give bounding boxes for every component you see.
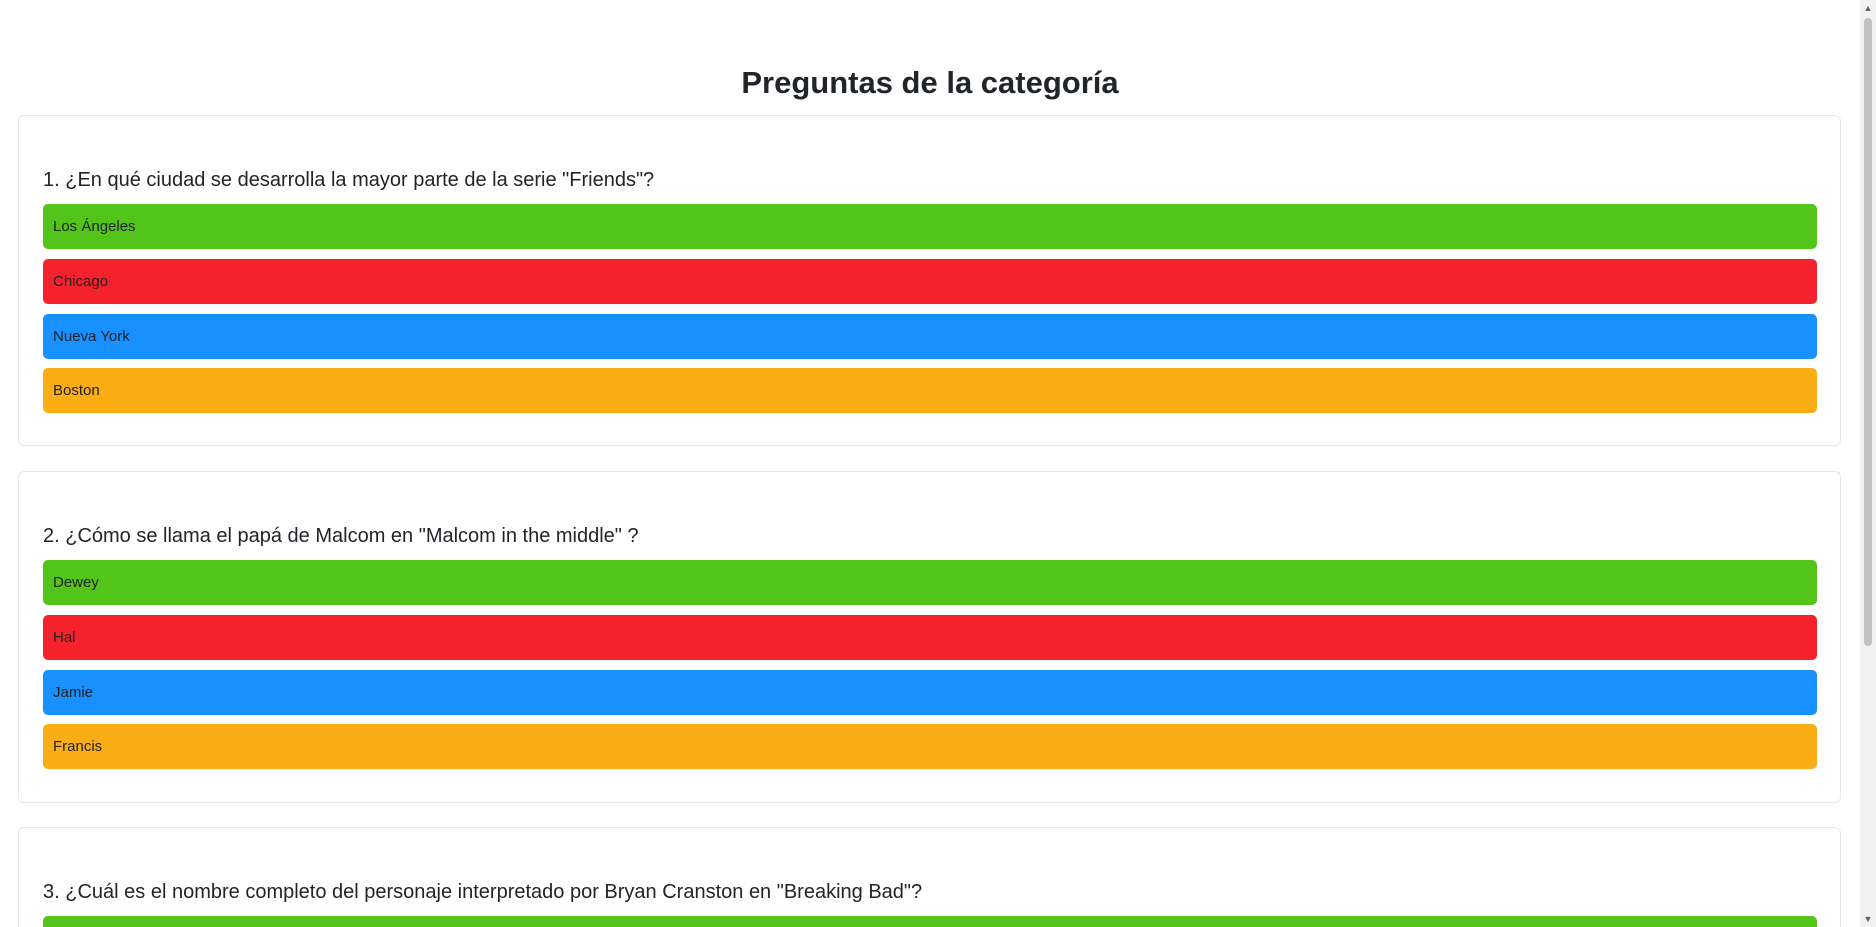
question-card-2: 2. ¿Cómo se llama el papá de Malcom en "… xyxy=(18,471,1841,803)
question-card-1: 1. ¿En qué ciudad se desarrolla la mayor… xyxy=(18,115,1841,446)
answer-option-4[interactable]: Boston xyxy=(43,368,1817,413)
answer-option-1[interactable] xyxy=(43,916,1817,927)
question-text: 1. ¿En qué ciudad se desarrolla la mayor… xyxy=(43,169,655,191)
answer-option-1[interactable]: Los Ángeles xyxy=(43,204,1817,249)
answer-option-1[interactable]: Dewey xyxy=(43,560,1817,605)
question-text: 2. ¿Cómo se llama el papá de Malcom en "… xyxy=(43,525,639,547)
question-card-3: 3. ¿Cuál es el nombre completo del perso… xyxy=(18,827,1841,927)
vertical-scrollbar[interactable]: ▲ ▼ xyxy=(1860,0,1876,927)
page-title: Preguntas de la categoría xyxy=(741,65,1119,100)
answer-option-4[interactable]: Francis xyxy=(43,724,1817,769)
chevron-up-icon[interactable]: ▲ xyxy=(1863,3,1873,13)
answer-option-3[interactable]: Nueva York xyxy=(43,314,1817,359)
answer-option-2[interactable]: Hal xyxy=(43,615,1817,660)
question-text: 3. ¿Cuál es el nombre completo del perso… xyxy=(43,881,923,903)
answer-option-2[interactable]: Chicago xyxy=(43,259,1817,304)
scrollbar-thumb[interactable] xyxy=(1864,18,1872,646)
answer-option-3[interactable]: Jamie xyxy=(43,670,1817,715)
chevron-down-icon[interactable]: ▼ xyxy=(1863,914,1873,924)
